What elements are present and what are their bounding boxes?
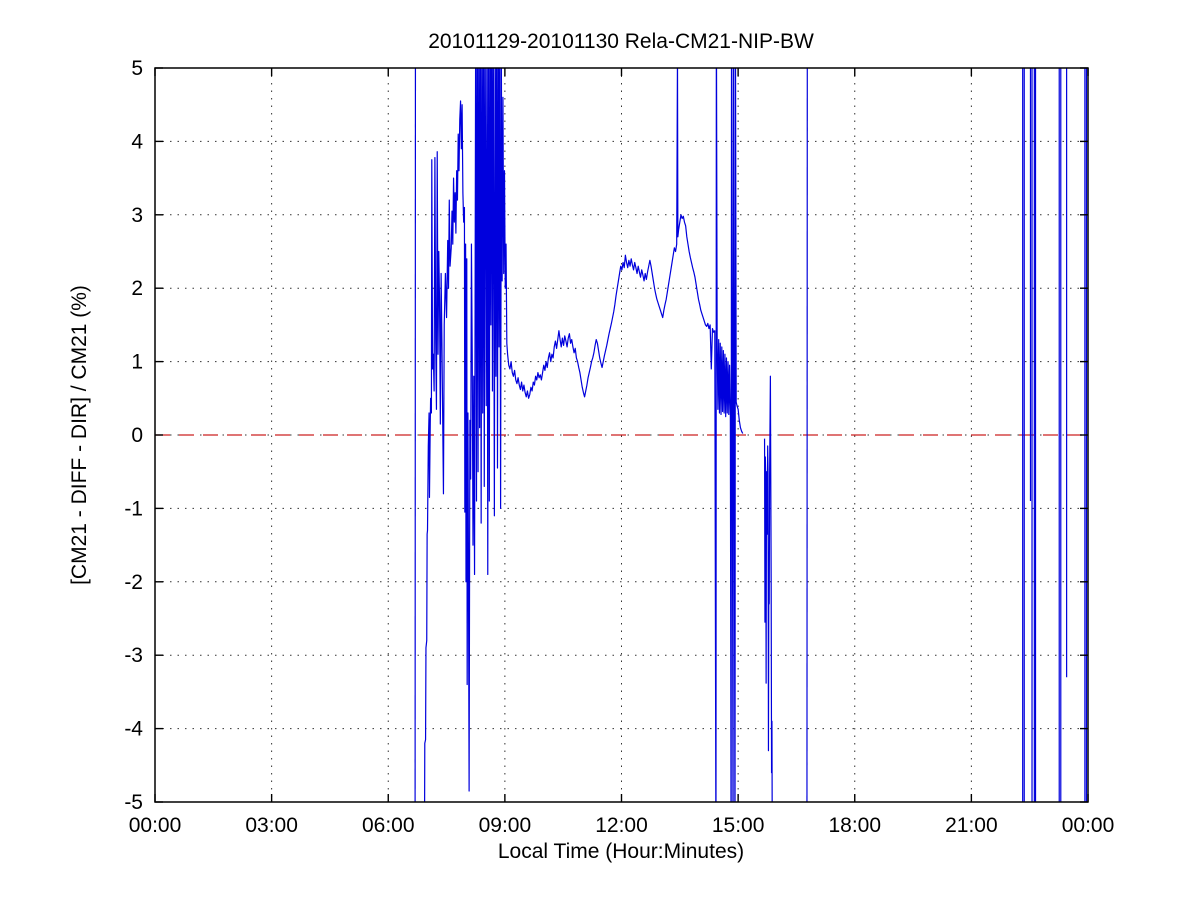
y-tick-label: -1 <box>124 497 143 520</box>
series-relative-difference-CM21-NIP <box>424 68 744 802</box>
y-tick-label: 1 <box>131 351 143 374</box>
x-tick-label: 00:00 <box>129 814 182 837</box>
x-tick-label: 00:00 <box>1062 814 1115 837</box>
x-tick-label: 18:00 <box>828 814 881 837</box>
y-tick-label: 4 <box>131 130 143 153</box>
y-tick-label: 0 <box>131 424 143 447</box>
y-tick-labels: 5 4 3 2 1 0 -1 -2 -3 -4 -5 <box>124 57 143 814</box>
y-tick-label: -5 <box>124 791 143 814</box>
y-tick-label: 5 <box>131 57 143 80</box>
y-tick-label: 2 <box>131 277 143 300</box>
y-tick-label: 3 <box>131 204 143 227</box>
x-tick-label: 21:00 <box>945 814 998 837</box>
x-axis-label: Local Time (Hour:Minutes) <box>498 840 744 863</box>
y-axis-label: [CM21 - DIFF - DIR] / CM21 (%) <box>68 285 91 585</box>
x-tick-label: 15:00 <box>712 814 765 837</box>
x-tick-label: 03:00 <box>245 814 298 837</box>
series-relative-difference-CM21-NIP <box>763 375 773 802</box>
axis-ticks <box>154 67 1089 803</box>
y-tick-label: -3 <box>124 644 143 667</box>
y-tick-label: -2 <box>124 571 143 594</box>
x-tick-label: 12:00 <box>595 814 648 837</box>
y-tick-label: -4 <box>124 718 143 741</box>
chart-title: 20101129-20101130 Rela-CM21-NIP-BW <box>428 30 814 53</box>
x-tick-label: 09:00 <box>479 814 532 837</box>
x-tick-label: 06:00 <box>362 814 415 837</box>
x-tick-labels: 00:00 03:00 06:00 09:00 12:00 15:00 18:00 21:00… <box>129 814 1115 837</box>
